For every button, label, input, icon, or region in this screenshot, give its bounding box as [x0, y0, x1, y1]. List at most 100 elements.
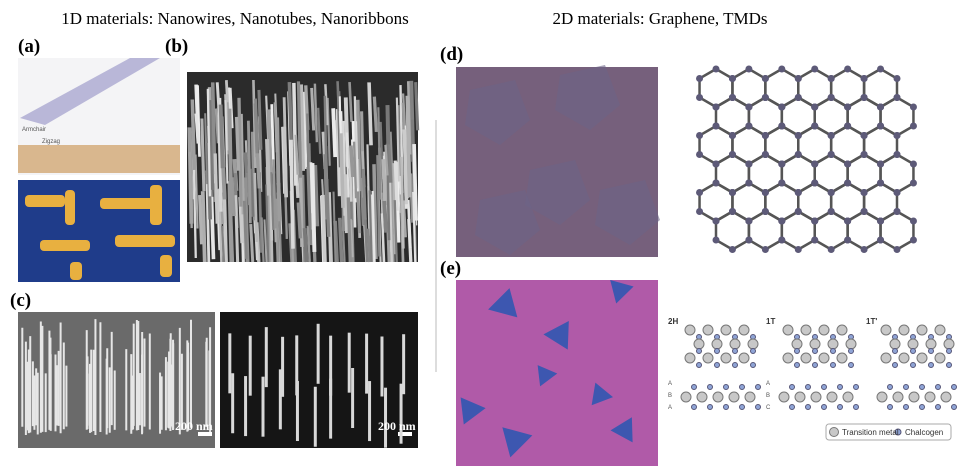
nanowire [361, 168, 367, 220]
nanowire [386, 144, 393, 183]
atom [844, 179, 852, 187]
nanowire [249, 224, 255, 263]
chalcogen-atom [892, 362, 898, 368]
chalcogen-atom [707, 384, 713, 390]
nanoribbon [150, 185, 162, 225]
atom [728, 75, 736, 82]
stacking-label: A [766, 381, 770, 387]
nanowire [369, 194, 375, 263]
nanowire [302, 228, 309, 263]
atom [844, 103, 852, 111]
legend-box [825, 423, 952, 441]
nanowire [389, 180, 395, 263]
atom [877, 160, 885, 168]
nanowire [239, 113, 245, 215]
atom [909, 179, 917, 187]
tmd-flake [460, 397, 486, 425]
nanowire [388, 181, 393, 263]
metal-atom [898, 352, 910, 364]
panel-label: (d) [440, 44, 463, 65]
chalcogen-atom [691, 384, 697, 390]
tmd-flake [488, 288, 518, 318]
chalcogen-atom [946, 362, 952, 368]
metal-atom [876, 391, 888, 403]
nanowire [299, 84, 306, 171]
nanowire [389, 131, 394, 182]
nanowire [282, 126, 289, 198]
phase-label: 2H [668, 317, 678, 326]
nanowire [339, 133, 345, 208]
scale-bar-label: 200 nm [175, 419, 213, 433]
nanowire [310, 162, 317, 252]
legend-label: Chalcogen [905, 428, 943, 437]
nanowire [263, 219, 268, 263]
atom [761, 151, 769, 158]
nanowire [412, 191, 417, 263]
atom [827, 94, 835, 101]
metal-atom [940, 391, 952, 403]
nanowire [200, 118, 206, 192]
atom [909, 122, 917, 130]
tmd-flake [502, 427, 533, 458]
zigzag-ribbon [18, 145, 180, 173]
chalcogen-atom [723, 384, 729, 390]
chalcogen-atom [935, 404, 941, 410]
annotation: Armchair [22, 127, 46, 133]
chalcogen-atom [848, 348, 854, 354]
panel-label: (c) [10, 290, 31, 311]
tmd-flake [543, 320, 569, 350]
metal-atom [782, 352, 794, 364]
atom [893, 208, 901, 215]
stacking-label: A [668, 381, 672, 387]
atom [778, 217, 786, 225]
metal-atom [943, 338, 955, 350]
metal-atom [702, 324, 714, 336]
hexagon [879, 210, 915, 251]
graphene-domain [555, 65, 620, 130]
nanowire [204, 113, 209, 185]
metal-atom [934, 324, 946, 336]
metal-atom [810, 391, 822, 403]
atom [794, 94, 802, 101]
stacking-label: B [668, 393, 672, 399]
nanowire [395, 97, 400, 182]
metal-atom [680, 391, 692, 403]
nanowire [296, 202, 303, 239]
chalcogen-atom [789, 404, 795, 410]
atom [794, 189, 802, 196]
nanowire [289, 139, 295, 249]
metal-atom [880, 324, 892, 336]
atom [794, 151, 802, 158]
atom [827, 151, 835, 158]
nanowire [313, 83, 319, 143]
nanowire [359, 177, 365, 226]
phase-label: 1T [766, 317, 775, 326]
chalcogen-atom [830, 362, 836, 368]
atom [811, 122, 819, 130]
atom [712, 65, 720, 73]
legend-metal-icon [829, 427, 839, 437]
nanowire [196, 85, 201, 157]
nanoribbon [70, 262, 82, 280]
nanowire [382, 200, 389, 233]
nanowire [214, 108, 220, 144]
scale-bar-label: 200 nm [378, 419, 416, 433]
chalcogen-atom [812, 362, 818, 368]
chalcogen-atom [707, 404, 713, 410]
atom [909, 160, 917, 168]
chalcogen-atom [696, 348, 702, 354]
hexagon [780, 210, 816, 251]
nanowire [275, 117, 282, 222]
atom [877, 122, 885, 130]
nanowire [192, 160, 197, 259]
atom [844, 160, 852, 168]
nanowire [337, 217, 344, 263]
nanowire [287, 82, 294, 147]
metal-atom [782, 324, 794, 336]
annotation: Zigzag [42, 139, 60, 145]
nanowire [253, 172, 259, 242]
metal-atom [738, 352, 750, 364]
atom [696, 75, 704, 82]
chalcogen-atom [830, 348, 836, 354]
atom [811, 160, 819, 168]
